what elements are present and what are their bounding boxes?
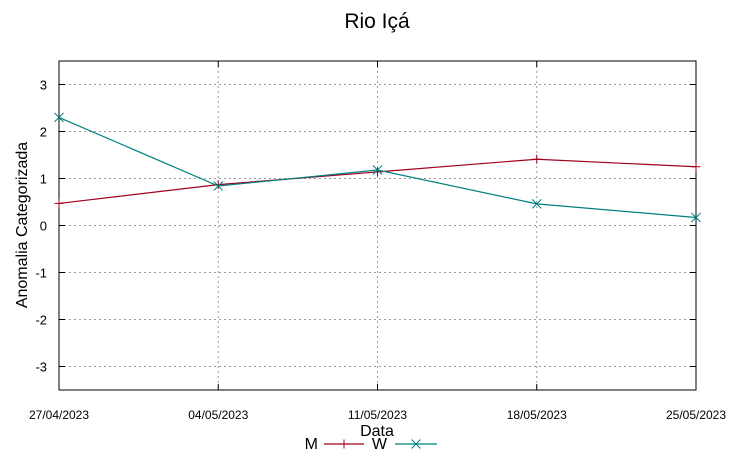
legend-label-m: M: [305, 436, 318, 453]
y-tick-label: -1: [35, 266, 47, 281]
y-axis: -3 -2 -1 0 1 2 3: [35, 78, 696, 375]
data-point-w: [54, 112, 64, 123]
x-tick-label: 27/04/2023: [29, 408, 89, 422]
x-tick-label: 04/05/2023: [188, 408, 248, 422]
data-point-m: [54, 198, 64, 208]
y-tick-label: -2: [35, 313, 47, 328]
legend-marker-m: [339, 439, 349, 449]
data-point-w: [213, 181, 224, 191]
chart-title: Rio Içá: [344, 10, 410, 33]
x-tick-label: 25/05/2023: [666, 408, 726, 422]
data-point-m: [691, 162, 701, 172]
x-tick-label: 11/05/2023: [348, 408, 407, 422]
data-point-m: [532, 154, 542, 164]
legend-marker-w: [411, 439, 421, 449]
y-tick-label: 3: [40, 78, 47, 93]
y-tick-label: 1: [40, 172, 47, 187]
grid-lines: [59, 61, 696, 390]
legend-label-w: W: [372, 436, 388, 453]
x-axis-label: Data: [360, 423, 394, 440]
data-point-w: [372, 165, 383, 175]
y-tick-label: -3: [35, 360, 47, 375]
x-tick-label: 18/05/2023: [507, 408, 567, 422]
data-point-w: [691, 212, 701, 223]
x-axis: 27/04/2023 04/05/2023 11/05/2023 18/05/2023…: [29, 61, 726, 422]
y-tick-label: 2: [40, 125, 47, 140]
y-axis-label: Anomalia Categorizada: [14, 142, 31, 308]
series-layer: [54, 112, 701, 223]
y-tick-label: 0: [40, 219, 47, 234]
data-point-m: [373, 167, 382, 177]
data-point-w: [531, 199, 542, 209]
